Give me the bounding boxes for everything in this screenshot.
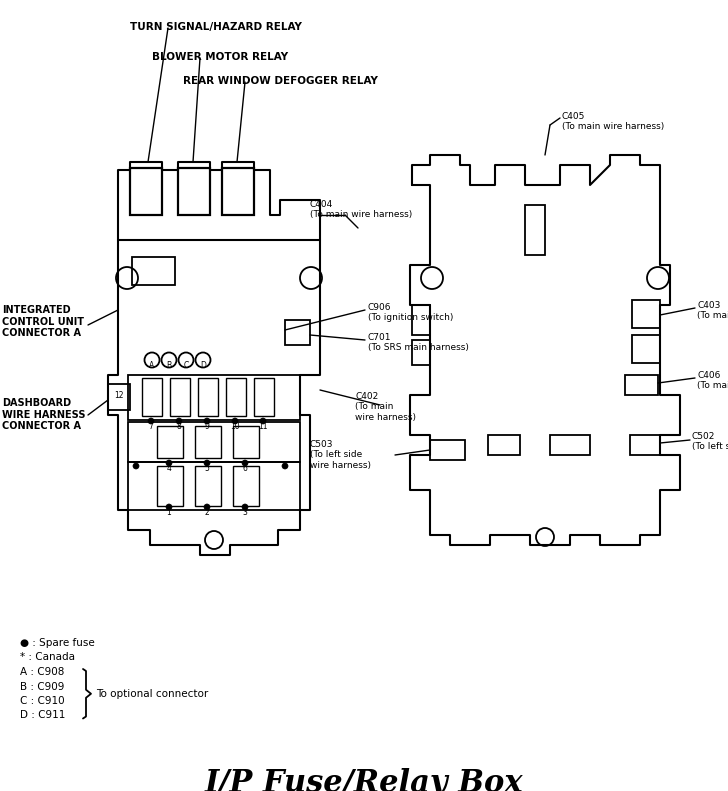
- Circle shape: [232, 418, 238, 424]
- Text: C: C: [183, 361, 189, 370]
- Text: C406
(To main wire harness): C406 (To main wire harness): [697, 371, 728, 391]
- Circle shape: [166, 460, 172, 466]
- Text: REAR WINDOW DEFOGGER RELAY: REAR WINDOW DEFOGGER RELAY: [183, 76, 378, 86]
- Text: 6: 6: [242, 464, 248, 473]
- Text: 4: 4: [167, 464, 171, 473]
- Text: C502
(To left side wire harness): C502 (To left side wire harness): [692, 432, 728, 452]
- Text: INTEGRATED
CONTROL UNIT
CONNECTOR A: INTEGRATED CONTROL UNIT CONNECTOR A: [2, 305, 84, 339]
- Circle shape: [133, 463, 139, 469]
- Text: A: A: [149, 361, 154, 370]
- Text: 9: 9: [205, 422, 210, 431]
- Text: C701
(To SRS main harness): C701 (To SRS main harness): [368, 333, 469, 353]
- Text: * : Canada: * : Canada: [20, 653, 75, 663]
- Text: I/P Fuse/Relay Box: I/P Fuse/Relay Box: [205, 768, 523, 791]
- Text: ● : Spare fuse: ● : Spare fuse: [20, 638, 95, 648]
- Text: A : C908: A : C908: [20, 667, 64, 677]
- Circle shape: [242, 504, 248, 510]
- Text: D: D: [200, 361, 206, 370]
- Text: C906
(To ignition switch): C906 (To ignition switch): [368, 303, 454, 323]
- Text: B: B: [167, 361, 172, 370]
- Text: C : C910: C : C910: [20, 696, 65, 706]
- Text: DASHBOARD
WIRE HARNESS
CONNECTOR A: DASHBOARD WIRE HARNESS CONNECTOR A: [2, 398, 85, 431]
- Text: TURN SIGNAL/HAZARD RELAY: TURN SIGNAL/HAZARD RELAY: [130, 22, 302, 32]
- Text: B : C909: B : C909: [20, 682, 64, 691]
- Text: 3: 3: [242, 508, 248, 517]
- Text: 10: 10: [230, 422, 240, 431]
- Text: 2: 2: [205, 508, 210, 517]
- Text: 8: 8: [177, 422, 181, 431]
- Text: C402
(To main
wire harness): C402 (To main wire harness): [355, 392, 416, 422]
- Circle shape: [260, 418, 266, 424]
- Circle shape: [204, 460, 210, 466]
- Text: C405
(To main wire harness): C405 (To main wire harness): [562, 112, 664, 131]
- Text: C403
(To main wire harness): C403 (To main wire harness): [697, 301, 728, 320]
- Text: To optional connector: To optional connector: [96, 689, 208, 698]
- Text: 5: 5: [205, 464, 210, 473]
- Circle shape: [166, 504, 172, 510]
- Circle shape: [282, 463, 288, 469]
- Text: 1: 1: [167, 508, 171, 517]
- Text: 11: 11: [258, 422, 268, 431]
- Text: D : C911: D : C911: [20, 710, 66, 721]
- Circle shape: [176, 418, 182, 424]
- Text: BLOWER MOTOR RELAY: BLOWER MOTOR RELAY: [152, 52, 288, 62]
- Text: 7: 7: [149, 422, 154, 431]
- Circle shape: [204, 504, 210, 510]
- Circle shape: [204, 418, 210, 424]
- Text: C404
(To main wire harness): C404 (To main wire harness): [310, 200, 412, 219]
- Text: 12: 12: [114, 391, 124, 399]
- Circle shape: [148, 418, 154, 424]
- Circle shape: [242, 460, 248, 466]
- Text: C503
(To left side
wire harness): C503 (To left side wire harness): [310, 440, 371, 470]
